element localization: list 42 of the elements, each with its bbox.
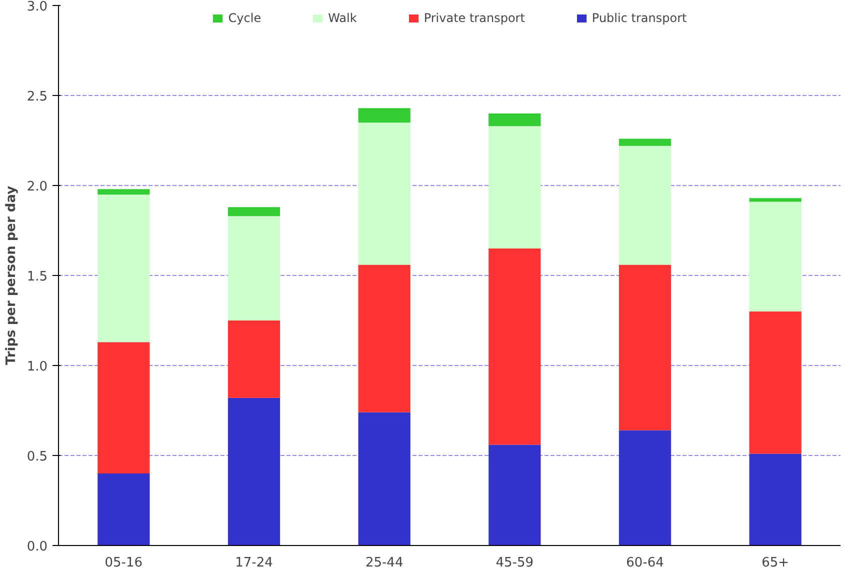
y-axis-title: Trips per person per day bbox=[4, 185, 19, 366]
bar bbox=[749, 198, 802, 202]
y-tick-label: 0.5 bbox=[26, 450, 48, 464]
bar bbox=[749, 312, 802, 454]
bar bbox=[98, 189, 150, 194]
legend-label: Cycle bbox=[228, 11, 262, 25]
bar bbox=[228, 216, 280, 320]
bar bbox=[358, 264, 410, 412]
y-tick-label: 0.0 bbox=[26, 540, 48, 554]
legend-label: Walk bbox=[328, 11, 357, 25]
x-tick-label: 05-16 bbox=[104, 556, 143, 569]
x-tick-label: 65+ bbox=[762, 556, 790, 569]
bar bbox=[98, 194, 150, 342]
bar bbox=[488, 444, 541, 546]
bar bbox=[228, 320, 280, 398]
y-tick-label: 1.5 bbox=[26, 270, 48, 284]
bar bbox=[98, 342, 150, 474]
bar bbox=[98, 474, 150, 546]
bar bbox=[618, 146, 672, 265]
x-tick-label: 17-24 bbox=[235, 556, 273, 569]
bar bbox=[618, 430, 672, 546]
bar bbox=[749, 454, 802, 546]
y-tick-label: 2.0 bbox=[26, 180, 48, 194]
legend-label: Public transport bbox=[592, 11, 687, 25]
bar bbox=[358, 108, 410, 122]
bar bbox=[228, 207, 280, 216]
bar bbox=[488, 114, 541, 126]
bar bbox=[749, 202, 802, 312]
bar bbox=[488, 126, 541, 248]
x-tick-label: 60-64 bbox=[626, 556, 664, 569]
bar bbox=[358, 122, 410, 265]
bar bbox=[618, 264, 672, 430]
bar bbox=[358, 412, 410, 546]
bar bbox=[228, 398, 280, 546]
x-tick-label: 25-44 bbox=[365, 556, 404, 569]
legend-label: Private transport bbox=[424, 11, 525, 25]
y-tick-label: 2.5 bbox=[26, 90, 48, 104]
y-tick-label: 3.0 bbox=[26, 0, 48, 14]
bar bbox=[488, 248, 541, 445]
y-tick-label: 1.0 bbox=[26, 360, 48, 374]
bar bbox=[618, 138, 672, 146]
x-tick-label: 45-59 bbox=[496, 556, 534, 569]
